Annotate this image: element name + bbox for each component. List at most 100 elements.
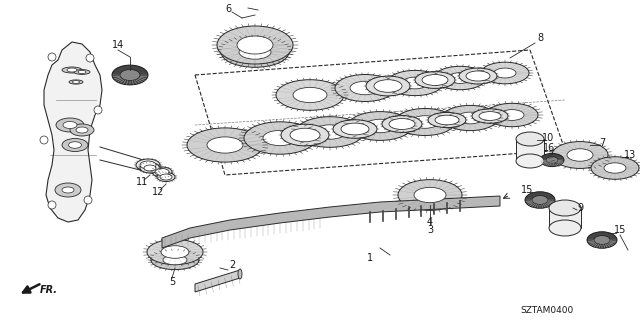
Ellipse shape <box>532 196 548 204</box>
Circle shape <box>48 201 56 209</box>
Ellipse shape <box>516 154 544 168</box>
Ellipse shape <box>72 81 79 84</box>
Ellipse shape <box>366 76 410 96</box>
Ellipse shape <box>341 123 369 135</box>
Ellipse shape <box>62 139 88 151</box>
Ellipse shape <box>68 142 81 148</box>
Text: 9: 9 <box>577 203 583 213</box>
Ellipse shape <box>434 66 486 90</box>
Ellipse shape <box>481 62 529 84</box>
Ellipse shape <box>395 108 455 135</box>
Ellipse shape <box>263 130 297 146</box>
Ellipse shape <box>457 112 483 124</box>
Ellipse shape <box>374 80 402 92</box>
Text: 14: 14 <box>112 40 124 50</box>
Ellipse shape <box>500 109 524 120</box>
Ellipse shape <box>55 183 81 197</box>
Ellipse shape <box>290 128 320 142</box>
Ellipse shape <box>591 157 639 179</box>
Circle shape <box>48 53 56 61</box>
Ellipse shape <box>333 120 377 138</box>
Ellipse shape <box>161 246 189 258</box>
Text: 5: 5 <box>169 277 175 287</box>
Ellipse shape <box>112 65 148 85</box>
Ellipse shape <box>552 141 608 168</box>
Circle shape <box>84 196 92 204</box>
Ellipse shape <box>389 118 415 130</box>
Ellipse shape <box>293 87 327 103</box>
Ellipse shape <box>525 192 555 208</box>
Ellipse shape <box>402 77 428 89</box>
Ellipse shape <box>238 269 242 279</box>
Polygon shape <box>44 42 102 222</box>
Ellipse shape <box>276 80 344 110</box>
Ellipse shape <box>448 73 472 84</box>
Ellipse shape <box>387 70 443 96</box>
Ellipse shape <box>516 132 544 146</box>
Ellipse shape <box>459 68 497 84</box>
Ellipse shape <box>76 127 88 133</box>
Ellipse shape <box>187 128 263 162</box>
Ellipse shape <box>239 45 271 59</box>
Circle shape <box>40 136 48 144</box>
Ellipse shape <box>147 239 203 265</box>
FancyBboxPatch shape <box>549 208 581 228</box>
Text: 6: 6 <box>225 4 231 14</box>
Text: 13: 13 <box>624 150 636 160</box>
Ellipse shape <box>549 200 581 216</box>
Ellipse shape <box>587 232 617 248</box>
Ellipse shape <box>221 37 289 67</box>
Ellipse shape <box>382 116 422 132</box>
Ellipse shape <box>62 187 74 193</box>
Ellipse shape <box>237 36 273 54</box>
Ellipse shape <box>136 159 160 171</box>
Ellipse shape <box>151 250 199 269</box>
Ellipse shape <box>296 117 364 147</box>
Text: 4: 4 <box>427 217 433 227</box>
Text: 8: 8 <box>537 33 543 43</box>
Ellipse shape <box>442 105 498 131</box>
Ellipse shape <box>398 180 462 210</box>
Ellipse shape <box>411 116 439 128</box>
Ellipse shape <box>546 157 558 163</box>
Text: 15: 15 <box>521 185 533 195</box>
Ellipse shape <box>217 26 293 64</box>
Text: 12: 12 <box>152 187 164 197</box>
Text: 1: 1 <box>367 253 373 263</box>
Ellipse shape <box>466 71 490 81</box>
Text: 16: 16 <box>543 143 555 153</box>
Ellipse shape <box>604 163 626 173</box>
Ellipse shape <box>350 81 380 95</box>
Ellipse shape <box>152 167 172 177</box>
Ellipse shape <box>63 122 77 129</box>
Ellipse shape <box>62 67 82 73</box>
Ellipse shape <box>479 112 501 120</box>
Polygon shape <box>162 196 500 248</box>
Ellipse shape <box>69 80 83 84</box>
Ellipse shape <box>472 109 508 123</box>
Ellipse shape <box>155 169 169 175</box>
FancyBboxPatch shape <box>516 139 544 161</box>
Ellipse shape <box>567 149 593 161</box>
Ellipse shape <box>157 172 175 181</box>
Ellipse shape <box>281 124 329 146</box>
Ellipse shape <box>422 75 448 85</box>
Ellipse shape <box>414 187 446 203</box>
Ellipse shape <box>435 115 459 125</box>
Ellipse shape <box>78 70 86 74</box>
Ellipse shape <box>594 236 610 244</box>
Text: 15: 15 <box>614 225 626 235</box>
Ellipse shape <box>67 68 77 72</box>
Ellipse shape <box>494 68 516 78</box>
Polygon shape <box>195 270 240 292</box>
Ellipse shape <box>207 137 243 153</box>
Text: FR.: FR. <box>40 285 58 295</box>
Ellipse shape <box>140 161 156 169</box>
Ellipse shape <box>335 75 395 101</box>
Text: 10: 10 <box>542 133 554 143</box>
Ellipse shape <box>540 153 564 167</box>
Ellipse shape <box>365 119 395 133</box>
Circle shape <box>94 106 102 114</box>
Text: 7: 7 <box>599 138 605 148</box>
Ellipse shape <box>160 174 172 180</box>
